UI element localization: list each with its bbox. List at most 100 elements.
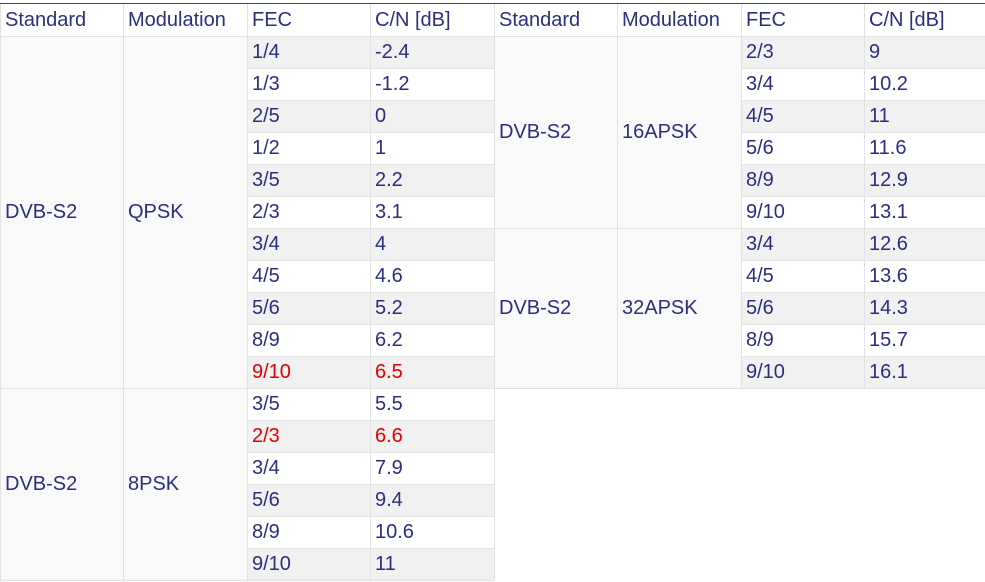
table-row: 5/6 11.6 (495, 131, 985, 165)
cn-value-cell: 13.1 (864, 195, 985, 229)
cn-table-right: Standard Modulation FEC C/N [dB] DVB-S2 1… (494, 4, 985, 389)
fec-cell: 8/9 (741, 323, 865, 357)
cn-value-cell: 9 (864, 35, 985, 69)
table-row: 3/4 7.9 (1, 451, 495, 485)
table-row: 4/5 11 (495, 99, 985, 133)
cn-value-cell: 4.6 (370, 259, 495, 293)
table-row: DVB-S2 32APSK 3/4 12.6 (494, 227, 985, 389)
cn-value-cell: 11.6 (864, 131, 985, 165)
cn-value-cell: 2.2 (370, 163, 495, 197)
table-row: 3/4 10.2 (495, 67, 985, 101)
table-row: 9/10 16.1 (495, 355, 985, 389)
fec-cell: 3/4 (247, 451, 371, 485)
table-row: 9/10 6.5 (1, 355, 495, 389)
fec-cell: 5/6 (247, 291, 371, 325)
fec-cell: 9/10 (741, 355, 865, 389)
cn-value-cell: 10.2 (864, 67, 985, 101)
cn-value-cell: 6.6 (370, 419, 495, 453)
fec-cell: 3/4 (741, 67, 865, 101)
cn-value-cell: 16.1 (864, 355, 985, 389)
table-row: DVB-S2 8PSK 3/5 5.5 (0, 387, 495, 581)
table-row: 9/10 13.1 (495, 195, 985, 229)
modulation-cell: 32APSK (617, 227, 742, 389)
cn-value-cell: 14.3 (864, 291, 985, 325)
standard-cell: DVB-S2 (0, 35, 124, 389)
cn-value-cell: 4 (370, 227, 495, 261)
cn-value-cell: 15.7 (864, 323, 985, 357)
fec-cell: 5/6 (247, 483, 371, 517)
fec-cell: 8/9 (741, 163, 865, 197)
cn-value-cell: 11 (370, 547, 495, 581)
table-row: 5/6 14.3 (495, 291, 985, 325)
top-border-strip (0, 0, 985, 4)
header-row: Standard Modulation FEC C/N [dB] (494, 4, 985, 37)
table-row: 3/5 2.2 (1, 163, 495, 197)
standard-cell: DVB-S2 (494, 227, 618, 389)
table-body-left: Standard Modulation FEC C/N [dB] DVB-S2 Q… (0, 4, 495, 581)
cn-table-left: Standard Modulation FEC C/N [dB] DVB-S2 Q… (0, 4, 495, 581)
cn-value-cell: -2.4 (370, 35, 495, 69)
cn-value-cell: 12.9 (864, 163, 985, 197)
table-row: 8/9 6.2 (1, 323, 495, 357)
standard-cell: DVB-S2 (0, 387, 124, 581)
fec-cell: 8/9 (247, 515, 371, 549)
table-row: 5/6 5.2 (1, 291, 495, 325)
table-row: 3/4 4 (1, 227, 495, 261)
cn-value-cell: 3.1 (370, 195, 495, 229)
table-row: 8/9 12.9 (495, 163, 985, 197)
modulation-cell: QPSK (123, 35, 248, 389)
table-row: 2/3 3.1 (1, 195, 495, 229)
table-row: 8/9 15.7 (495, 323, 985, 357)
fec-cell: 3/4 (741, 227, 865, 261)
fec-cell: 4/5 (741, 259, 865, 293)
fec-cell: 9/10 (741, 195, 865, 229)
table-row: 4/5 13.6 (495, 259, 985, 293)
header-modulation: Modulation (617, 4, 742, 37)
fec-cell: 5/6 (741, 131, 865, 165)
cn-value-cell: 5.5 (370, 387, 495, 421)
cn-value-cell: 7.9 (370, 451, 495, 485)
fec-cell: 3/5 (247, 387, 371, 421)
cn-value-cell: 0 (370, 99, 495, 133)
cn-value-cell: 11 (864, 99, 985, 133)
cn-value-cell: 1 (370, 131, 495, 165)
modulation-cell: 8PSK (123, 387, 248, 581)
header-fec: FEC (247, 4, 371, 37)
fec-cell: 3/4 (247, 227, 371, 261)
header-cn: C/N [dB] (370, 4, 495, 37)
table-row: 2/5 0 (1, 99, 495, 133)
fec-cell: 9/10 (247, 547, 371, 581)
fec-cell: 2/3 (247, 419, 371, 453)
cn-value-cell: 12.6 (864, 227, 985, 261)
header-fec: FEC (741, 4, 865, 37)
fec-cell: 1/2 (247, 131, 371, 165)
fec-cell: 2/5 (247, 99, 371, 133)
fec-cell: 8/9 (247, 323, 371, 357)
cn-value-cell: -1.2 (370, 67, 495, 101)
fec-cell: 2/3 (247, 195, 371, 229)
standard-cell: DVB-S2 (494, 35, 618, 229)
table-row: 5/6 9.4 (1, 483, 495, 517)
fec-cell: 4/5 (741, 99, 865, 133)
fec-cell: 1/4 (247, 35, 371, 69)
table-row: 2/3 6.6 (1, 419, 495, 453)
header-standard: Standard (494, 4, 618, 37)
fec-cell: 2/3 (741, 35, 865, 69)
header-cn: C/N [dB] (864, 4, 985, 37)
fec-cell: 1/3 (247, 67, 371, 101)
header-modulation: Modulation (123, 4, 248, 37)
cn-value-cell: 13.6 (864, 259, 985, 293)
cn-value-cell: 10.6 (370, 515, 495, 549)
table-row: 4/5 4.6 (1, 259, 495, 293)
table-row: DVB-S2 QPSK 1/4 -2.4 (0, 35, 495, 389)
header-row: Standard Modulation FEC C/N [dB] (0, 4, 495, 37)
table-body-right: Standard Modulation FEC C/N [dB] DVB-S2 1… (494, 4, 985, 389)
header-standard: Standard (0, 4, 124, 37)
cn-value-cell: 6.5 (370, 355, 495, 389)
cn-value-cell: 6.2 (370, 323, 495, 357)
fec-cell: 9/10 (247, 355, 371, 389)
fec-cell: 4/5 (247, 259, 371, 293)
cn-value-cell: 9.4 (370, 483, 495, 517)
fec-cell: 5/6 (741, 291, 865, 325)
modulation-cell: 16APSK (617, 35, 742, 229)
